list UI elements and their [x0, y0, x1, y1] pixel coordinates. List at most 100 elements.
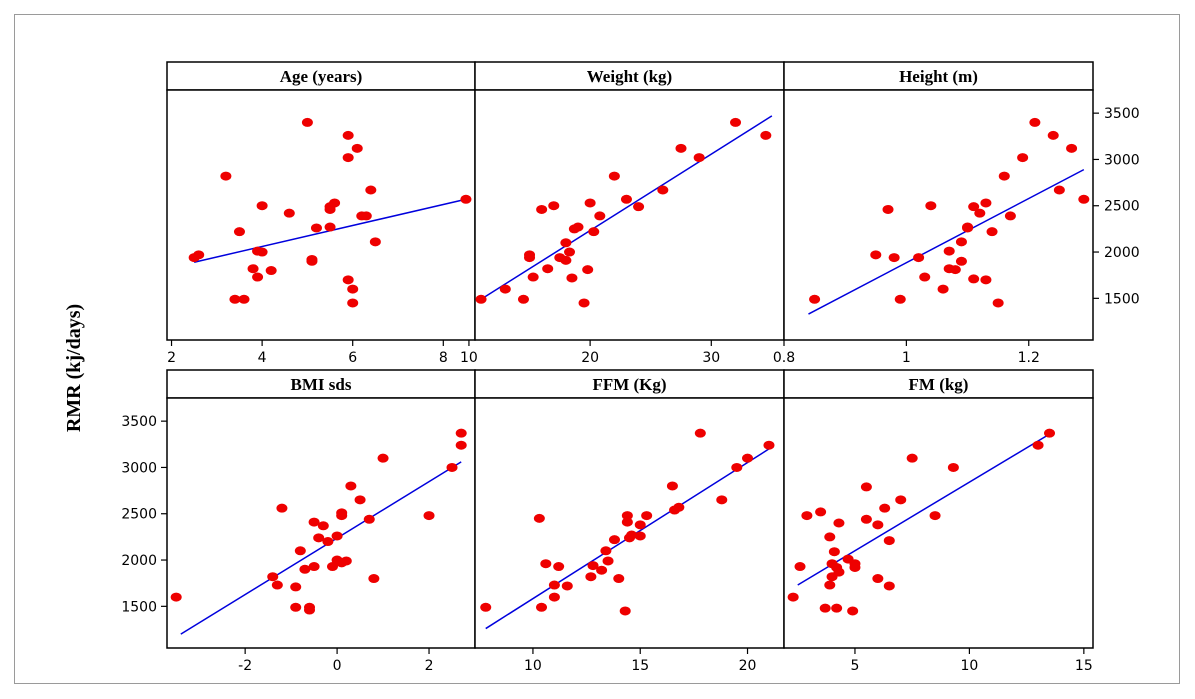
panel-header [783, 61, 1094, 91]
x-tick-label: 2 [167, 350, 176, 366]
data-point [329, 198, 341, 208]
data-point [365, 185, 377, 195]
data-point [276, 503, 288, 513]
data-point [1017, 153, 1029, 163]
data-point [233, 227, 245, 237]
data-point [613, 574, 625, 584]
data-point [299, 564, 311, 574]
data-point [256, 247, 268, 257]
data-point [974, 208, 986, 218]
data-point [455, 440, 467, 450]
data-point [290, 602, 302, 612]
data-point [673, 502, 685, 512]
data-point [879, 503, 891, 513]
panel-header [166, 369, 476, 399]
data-point [641, 511, 653, 521]
data-point [968, 202, 980, 212]
x-tick-label: 15 [631, 658, 649, 674]
data-point [524, 253, 536, 263]
data-point [301, 117, 313, 127]
data-point [870, 250, 882, 260]
panel-header [783, 369, 1094, 399]
data-point [342, 130, 354, 140]
data-point [345, 481, 357, 491]
data-point [860, 482, 872, 492]
data-point [883, 581, 895, 591]
x-tick-label: 1.2 [1018, 350, 1040, 366]
y-tick-label: 1500 [121, 599, 157, 615]
data-point [310, 223, 322, 233]
data-point [619, 606, 631, 616]
y-tick-label: 2000 [121, 553, 157, 569]
data-point [588, 227, 600, 237]
x-tick-label: 10 [960, 658, 978, 674]
data-point [906, 453, 918, 463]
x-tick-label: 4 [258, 350, 267, 366]
y-tick-label: 2500 [121, 507, 157, 523]
panel-title: FM (kg) [909, 375, 969, 394]
data-point [594, 211, 606, 221]
data-point [193, 250, 205, 260]
data-point [986, 227, 998, 237]
data-point [306, 254, 318, 264]
y-tick-label: 1500 [1104, 291, 1140, 307]
data-point [888, 253, 900, 263]
data-point [585, 572, 597, 582]
panel-5: FM (kg) 5 10 15 [783, 369, 1094, 674]
data-point [895, 495, 907, 505]
data-point [731, 462, 743, 472]
data-point [560, 238, 572, 248]
x-tick-label: 20 [581, 350, 599, 366]
data-point [833, 567, 845, 577]
x-tick-label: 2 [425, 658, 434, 674]
data-point [480, 602, 492, 612]
data-point [342, 275, 354, 285]
data-point [542, 264, 554, 274]
data-point [608, 535, 620, 545]
data-point [324, 222, 336, 232]
data-point [626, 530, 638, 540]
data-point [716, 495, 728, 505]
data-point [815, 507, 827, 517]
data-point [947, 462, 959, 472]
data-point [602, 556, 614, 566]
data-point [377, 453, 389, 463]
panel-2: Height (m) 0.8 1 1.2 1500 2000 2500 3000 3500 [773, 61, 1140, 366]
panel-plot-area [783, 89, 1094, 341]
x-tick-label: 1 [902, 350, 911, 366]
x-tick-label: 6 [348, 350, 357, 366]
data-point [794, 562, 806, 572]
panel-title: FFM (Kg) [592, 375, 666, 394]
data-point [331, 531, 343, 541]
data-point [317, 521, 329, 531]
y-tick-label: 3000 [1104, 152, 1140, 168]
x-tick-label: -2 [238, 658, 252, 674]
x-tick-label: 8 [439, 350, 448, 366]
data-point [760, 130, 772, 140]
data-point [742, 453, 754, 463]
panel-title: Weight (kg) [587, 67, 672, 86]
data-point [527, 272, 539, 282]
data-point [675, 143, 687, 153]
data-point [847, 606, 859, 616]
data-point [313, 533, 325, 543]
data-point [363, 514, 375, 524]
data-point [564, 247, 576, 257]
data-point [968, 274, 980, 284]
data-point [883, 536, 895, 546]
data-point [578, 298, 590, 308]
data-point [336, 508, 348, 518]
y-tick-label: 3500 [121, 414, 157, 430]
data-point [949, 265, 961, 275]
data-point [919, 272, 931, 282]
data-point [894, 294, 906, 304]
data-point [833, 518, 845, 528]
data-point [998, 171, 1010, 181]
panel-header [474, 61, 785, 91]
data-point [572, 222, 584, 232]
data-point [354, 495, 366, 505]
x-tick-label: 15 [1075, 658, 1093, 674]
x-tick-label: 20 [739, 658, 757, 674]
panel-4: FFM (Kg) 10 15 20 [474, 369, 785, 674]
